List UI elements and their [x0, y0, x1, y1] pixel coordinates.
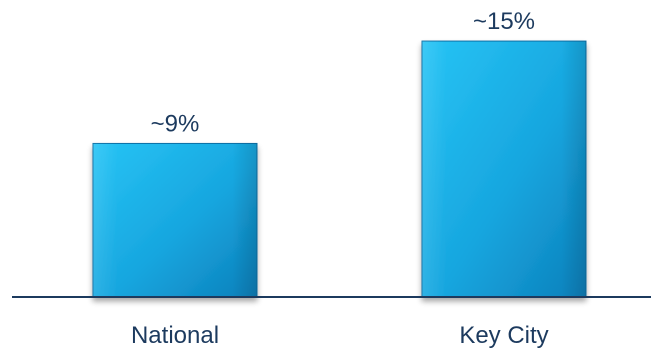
bar-sheen-1: [422, 41, 586, 297]
bar-value-label-0: ~9%: [151, 110, 200, 137]
category-label-0: National: [131, 322, 219, 349]
bar-1: [421, 40, 587, 298]
bar-0: [92, 142, 258, 298]
labels-layer: ~9% National ~15% Key City: [131, 8, 549, 349]
bars-layer: [92, 40, 587, 298]
category-label-1: Key City: [459, 322, 548, 349]
bar-value-label-1: ~15%: [473, 8, 535, 35]
bar-sheen-0: [93, 143, 257, 297]
